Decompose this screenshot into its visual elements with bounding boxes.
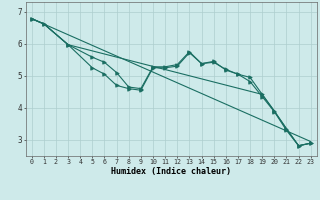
X-axis label: Humidex (Indice chaleur): Humidex (Indice chaleur) [111, 167, 231, 176]
